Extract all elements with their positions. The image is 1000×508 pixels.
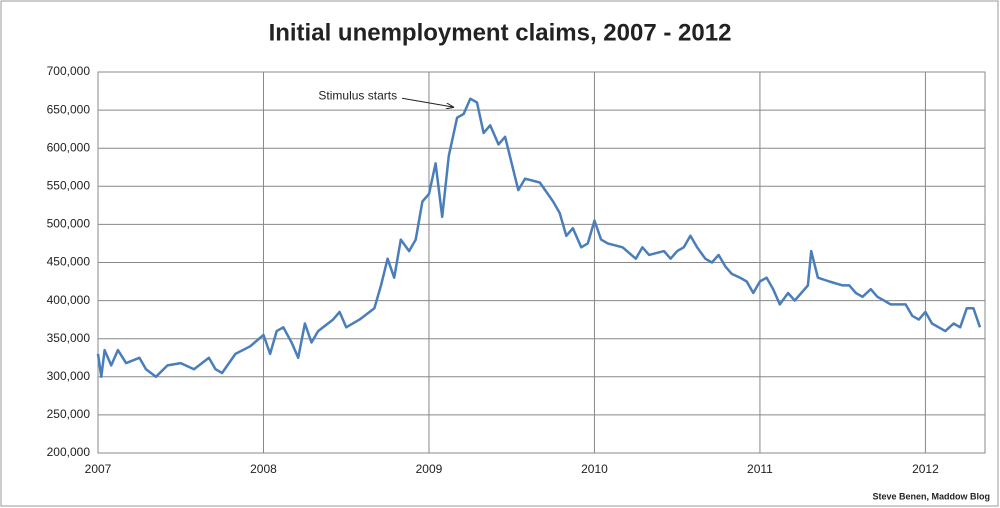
y-tick-label: 500,000 <box>47 217 91 231</box>
y-tick-label: 450,000 <box>47 255 91 269</box>
x-tick-label: 2009 <box>416 462 443 476</box>
data-line <box>96 97 982 379</box>
y-tick-label: 400,000 <box>47 293 91 307</box>
source: Steve Benen, Maddow Blog <box>872 491 990 501</box>
y-tick-label: 550,000 <box>47 178 91 192</box>
chart-title: Initial unemployment claims, 2007 - 2012 <box>269 19 732 46</box>
y-tick-label: 600,000 <box>47 140 91 154</box>
x-tick-label: 2008 <box>250 462 277 476</box>
y-tick-label: 350,000 <box>47 331 91 345</box>
y-tick-label: 300,000 <box>47 369 91 383</box>
x-tick-label: 2007 <box>85 462 112 476</box>
x-tick-label: 2011 <box>747 462 773 476</box>
y-tick-label: 200,000 <box>47 445 91 459</box>
y-tick-label: 250,000 <box>47 407 91 421</box>
y-tick-label: 650,000 <box>47 102 91 116</box>
y-tick-label: 700,000 <box>47 64 91 78</box>
annotation-arrow <box>402 97 454 107</box>
annotation: Stimulus starts <box>318 88 397 102</box>
x-tick-label: 2012 <box>912 462 939 476</box>
x-tick-label: 2010 <box>581 462 608 476</box>
